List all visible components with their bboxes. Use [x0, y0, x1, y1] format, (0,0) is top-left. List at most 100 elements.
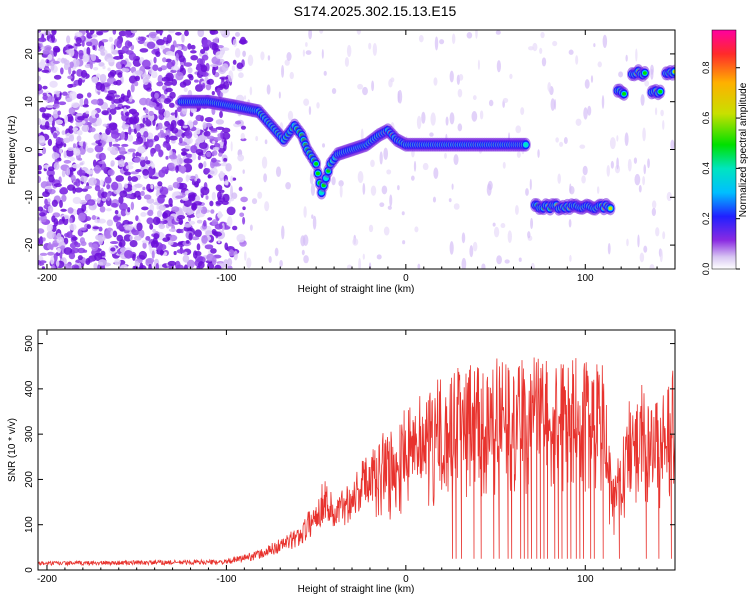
heatmap-cell: [119, 190, 128, 198]
heatmap-cell: [563, 137, 568, 144]
heatmap-cell: [223, 157, 228, 162]
heatmap-cell: [231, 65, 236, 72]
heatmap-cell: [63, 143, 67, 148]
heatmap-cell: [61, 216, 65, 223]
heatmap-cell: [145, 160, 151, 165]
heatmap-cell: [169, 135, 178, 141]
heatmap-cell: [165, 40, 169, 45]
heatmap-cell: [145, 119, 152, 127]
heatmap-cell: [117, 72, 123, 78]
heatmap-cell: [129, 239, 138, 248]
heatmap-cell: [323, 70, 327, 76]
heatmap-cell: [212, 66, 216, 76]
heatmap-cell: [224, 242, 229, 250]
heatmap-cell: [106, 53, 112, 58]
heatmap-cell: [52, 60, 60, 64]
heatmap-cell: [74, 242, 81, 248]
heatmap-cell: [386, 169, 392, 175]
heatmap-cell: [249, 224, 253, 231]
heatmap-cell: [121, 161, 126, 166]
heatmap-cell: [92, 226, 100, 230]
heatmap-cell: [86, 199, 96, 206]
ridge-core: [642, 71, 647, 75]
heatmap-cell: [108, 113, 112, 121]
spectrogram-y-tick-label: 10: [24, 96, 35, 108]
heatmap-cell: [68, 125, 74, 134]
heatmap-cell: [79, 237, 86, 244]
heatmap-cell: [145, 257, 155, 264]
heatmap-cell: [163, 81, 173, 86]
heatmap-cell: [156, 188, 160, 197]
heatmap-cell: [205, 168, 211, 173]
heatmap-cell: [100, 179, 104, 186]
heatmap-cell: [53, 74, 62, 80]
heatmap-cell: [99, 206, 106, 213]
heatmap-cell: [495, 30, 501, 35]
heatmap-cell: [305, 42, 308, 47]
heatmap-cell: [124, 225, 133, 231]
heatmap-cell: [128, 75, 138, 84]
heatmap-cell: [639, 252, 645, 263]
ridge-core: [672, 69, 675, 74]
heatmap-cell: [99, 45, 105, 53]
heatmap-cell: [211, 219, 219, 226]
heatmap-cell: [157, 74, 163, 84]
heatmap-cell: [110, 247, 116, 252]
heatmap-cell: [152, 228, 156, 233]
heatmap-cell: [371, 80, 375, 92]
heatmap-cell: [500, 222, 506, 229]
heatmap-cell: [287, 110, 294, 121]
heatmap-cell: [120, 131, 126, 140]
heatmap-cell: [151, 70, 158, 79]
heatmap-cell: [78, 157, 83, 161]
heatmap-cell: [515, 125, 522, 134]
heatmap-cell: [98, 160, 106, 165]
heatmap-cell: [183, 264, 189, 269]
heatmap-cell: [134, 261, 140, 267]
heatmap-cell: [210, 248, 217, 254]
heatmap-cell: [654, 107, 658, 116]
heatmap-cell: [152, 64, 159, 72]
heatmap-cell: [217, 44, 224, 49]
heatmap-cell: [610, 160, 614, 169]
heatmap-cell: [218, 152, 223, 157]
heatmap-cell: [187, 43, 192, 50]
heatmap-cell: [142, 242, 147, 249]
heatmap-cell: [236, 233, 246, 243]
heatmap-cell: [114, 157, 122, 161]
heatmap-cell: [182, 125, 188, 129]
heatmap-cell: [77, 255, 83, 261]
heatmap-cell: [139, 262, 144, 269]
heatmap-cell: [41, 147, 47, 155]
heatmap-cell: [225, 179, 229, 186]
heatmap-cell: [362, 183, 366, 195]
heatmap-cell: [339, 184, 343, 198]
heatmap-cell: [655, 227, 660, 237]
heatmap-cell: [308, 30, 313, 40]
heatmap-cell: [44, 121, 50, 129]
heatmap-cell: [242, 169, 245, 174]
heatmap-cell: [129, 235, 133, 241]
colorbar-tick-label: 0.2: [701, 212, 711, 225]
heatmap-cell: [110, 202, 118, 208]
heatmap-cell: [430, 112, 436, 126]
heatmap-cell: [184, 223, 192, 228]
heatmap-cell: [77, 130, 83, 136]
heatmap-cell: [138, 250, 147, 260]
heatmap-cell: [205, 83, 212, 91]
heatmap-cell: [86, 147, 94, 153]
heatmap-cell: [53, 47, 58, 57]
heatmap-cell: [98, 62, 105, 67]
heatmap-cell: [51, 34, 55, 43]
heatmap-cell: [169, 203, 173, 207]
heatmap-cell: [439, 39, 445, 45]
heatmap-cell: [135, 168, 142, 173]
heatmap-cell: [527, 231, 531, 239]
heatmap-cell: [195, 114, 203, 122]
heatmap-cell: [38, 170, 42, 175]
heatmap-cell: [79, 162, 84, 166]
heatmap-cell: [94, 219, 102, 224]
heatmap-cell: [51, 152, 60, 160]
heatmap-cell: [635, 48, 638, 62]
heatmap-cell: [55, 119, 63, 125]
